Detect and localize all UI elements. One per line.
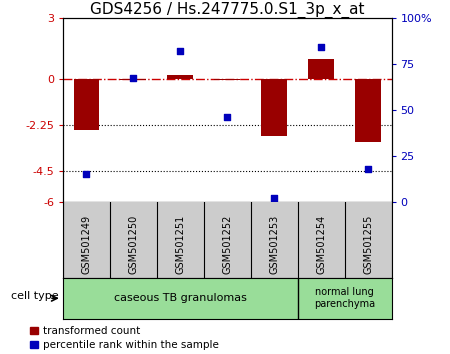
Point — [83, 171, 90, 177]
Bar — [167, 75, 193, 79]
Bar — [261, 79, 287, 136]
Point — [270, 195, 278, 201]
Text: GSM501254: GSM501254 — [316, 215, 326, 274]
Text: GSM501255: GSM501255 — [363, 215, 373, 274]
Text: cell type: cell type — [11, 291, 58, 301]
Text: GSM501249: GSM501249 — [81, 215, 91, 274]
Text: GSM501250: GSM501250 — [128, 215, 139, 274]
Bar — [121, 79, 146, 80]
Bar — [73, 79, 99, 130]
Point — [364, 166, 372, 171]
Text: GSM501252: GSM501252 — [222, 215, 232, 274]
Title: GDS4256 / Hs.247775.0.S1_3p_x_at: GDS4256 / Hs.247775.0.S1_3p_x_at — [90, 1, 365, 18]
Legend: transformed count, percentile rank within the sample: transformed count, percentile rank withi… — [28, 324, 221, 352]
Bar — [214, 79, 240, 80]
Point — [318, 44, 325, 50]
Point — [224, 114, 231, 120]
Text: GSM501253: GSM501253 — [269, 215, 279, 274]
Text: GSM501251: GSM501251 — [176, 215, 185, 274]
Text: caseous TB granulomas: caseous TB granulomas — [114, 293, 247, 303]
Point — [177, 48, 184, 54]
Point — [130, 76, 137, 81]
Bar — [308, 59, 334, 79]
Text: normal lung
parenchyma: normal lung parenchyma — [314, 287, 375, 309]
Bar — [355, 79, 381, 142]
